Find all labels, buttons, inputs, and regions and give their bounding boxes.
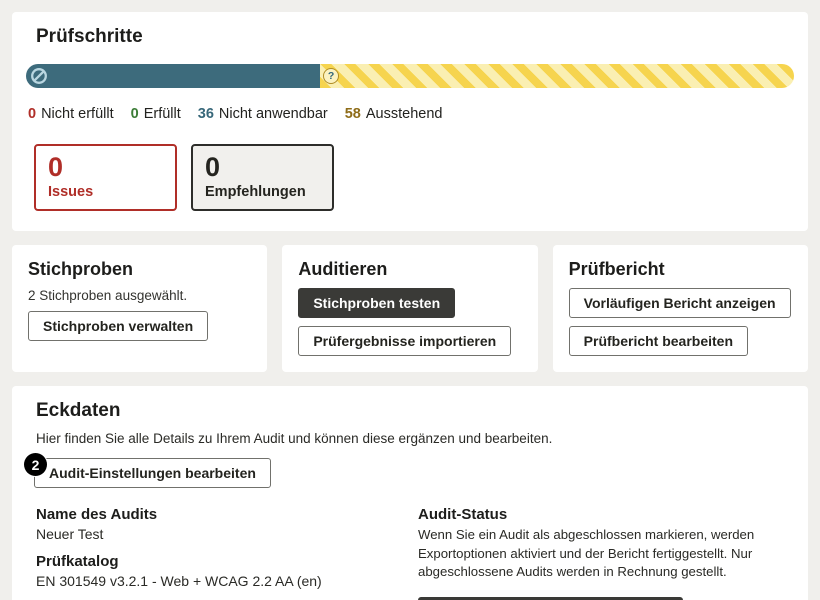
empfehlungen-counter: 0 Empfehlungen (191, 144, 334, 211)
stat-value: 36 (197, 106, 214, 122)
issues-label: Issues (48, 184, 94, 201)
audit-name-field: Name des Audits Neuer Test (36, 506, 398, 542)
stichproben-card: Stichproben 2 Stichproben ausgewählt. St… (12, 245, 268, 372)
stat-value: 0 (28, 106, 37, 122)
eckdaten-description: Hier finden Sie alle Details zu Ihrem Au… (36, 431, 553, 446)
pruefschritte-title: Prüfschritte (36, 26, 143, 47)
audit-status-column: Audit-Status Wenn Sie ein Audit als abge… (418, 506, 794, 600)
audit-einstellungen-bearbeiten-button[interactable]: Audit-Einstellungen bearbeiten (34, 458, 271, 488)
stat-nicht-anwendbar: 36 Nicht anwendbar (198, 106, 328, 122)
audit-name-value: Neuer Test (36, 526, 104, 542)
stat-label: Ausstehend (365, 106, 443, 122)
stichproben-title: Stichproben (28, 259, 134, 279)
issues-counter: 0 Issues (34, 144, 177, 211)
progress-bar: ? (26, 64, 794, 88)
stat-nicht-erfuellt: 0 Nicht erfüllt (28, 106, 114, 122)
stichproben-subtitle: 2 Stichproben ausgewählt. (28, 288, 188, 303)
pruefergebnisse-importieren-button[interactable]: Prüfergebnisse importieren (298, 326, 512, 356)
audit-abschliessen-button[interactable]: Audit als abgeschlossen markieren (418, 597, 683, 600)
stat-erfuellt: 0 Erfüllt (131, 106, 181, 122)
pruefbericht-card: Prüfbericht Vorläufigen Bericht anzeigen… (552, 245, 808, 372)
prohibition-icon (30, 67, 48, 85)
pruefbericht-title: Prüfbericht (568, 259, 665, 279)
empfehlungen-label: Empfehlungen (205, 184, 306, 201)
audit-details-column: Name des Audits Neuer Test Prüfkatalog E… (36, 506, 398, 600)
stat-value: 0 (130, 106, 139, 122)
pruefkatalog-label: Prüfkatalog (36, 553, 119, 570)
stat-label: Nicht erfüllt (41, 106, 114, 122)
pruefkatalog-field: Prüfkatalog EN 301549 v3.2.1 - Web + WCA… (36, 553, 398, 589)
stichproben-verwalten-button[interactable]: Stichproben verwalten (28, 311, 209, 341)
eckdaten-title: Eckdaten (36, 400, 121, 421)
pruefbericht-bearbeiten-button[interactable]: Prüfbericht bearbeiten (568, 326, 749, 356)
vorlaeufigen-bericht-anzeigen-button[interactable]: Vorläufigen Bericht anzeigen (568, 288, 791, 318)
eckdaten-card: Eckdaten Hier finden Sie alle Details zu… (12, 386, 808, 600)
audit-status-label: Audit-Status (418, 506, 508, 523)
stat-value: 58 (344, 106, 361, 122)
issues-count: 0 (48, 152, 64, 182)
pruefschritte-card: Prüfschritte ? 0 Nicht erfüllt 0 Erfüllt… (12, 12, 808, 231)
empfehlungen-count: 0 (205, 152, 221, 182)
progress-segment-ausstehend: ? (320, 64, 794, 88)
audit-status-description: Wenn Sie ein Audit als abgeschlossen mar… (418, 527, 755, 580)
eckdaten-columns: Name des Audits Neuer Test Prüfkatalog E… (26, 506, 794, 600)
stichproben-testen-button[interactable]: Stichproben testen (298, 288, 456, 318)
question-icon[interactable]: ? (323, 68, 340, 84)
pruefkatalog-value: EN 301549 v3.2.1 - Web + WCAG 2.2 AA (en… (36, 573, 322, 589)
auditieren-title: Auditieren (298, 259, 388, 279)
stat-label: Erfüllt (143, 106, 181, 122)
counter-boxes: 0 Issues 0 Empfehlungen (26, 144, 794, 211)
auditieren-card: Auditieren Stichproben testen Prüfergebn… (282, 245, 538, 372)
stat-ausstehend: 58 Ausstehend (345, 106, 443, 122)
progress-legend: 0 Nicht erfüllt 0 Erfüllt 36 Nicht anwen… (26, 106, 794, 122)
annotation-badge-2: 2 (24, 453, 47, 476)
progress-segment-nicht-anwendbar (26, 64, 321, 88)
audit-name-label: Name des Audits (36, 506, 158, 523)
action-cards-row: Stichproben 2 Stichproben ausgewählt. St… (12, 245, 808, 372)
edit-settings-wrap: 2 Audit-Einstellungen bearbeiten (24, 453, 271, 488)
stat-label: Nicht anwendbar (218, 106, 328, 122)
